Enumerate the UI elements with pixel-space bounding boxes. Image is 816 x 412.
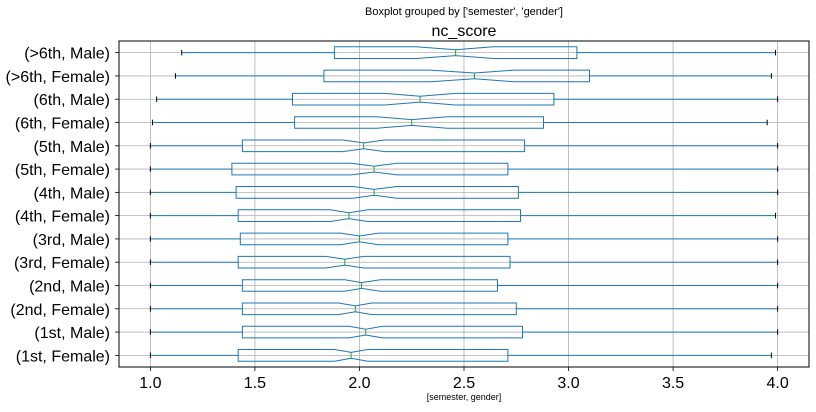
notched-box bbox=[241, 325, 523, 339]
box-group bbox=[181, 46, 777, 59]
figure-suptitle: Boxplot grouped by ['semester', 'gender'… bbox=[365, 6, 563, 18]
x-tick-label: 3.0 bbox=[557, 375, 579, 392]
x-tick-label: 1.5 bbox=[244, 375, 266, 392]
tick-layer: 1.0 1.5 2.0 2.5 3.0 3.5 4.0 (>6th, Male) (>6th, … bbox=[6, 46, 789, 392]
x-tick-label: 3.5 bbox=[662, 375, 684, 392]
y-tick-label: (1st, Male) bbox=[34, 325, 110, 342]
box-group bbox=[151, 116, 768, 129]
box-group bbox=[149, 325, 779, 339]
box-group bbox=[156, 92, 779, 106]
box-group bbox=[149, 186, 779, 199]
box-group bbox=[149, 279, 779, 292]
y-tick-label: (5th, Female) bbox=[15, 162, 110, 179]
box-group bbox=[149, 232, 779, 246]
x-tick-label: 2.0 bbox=[348, 375, 370, 392]
x-tick-label: 4.0 bbox=[767, 375, 789, 392]
box-group bbox=[149, 349, 772, 362]
notched-box bbox=[241, 279, 498, 292]
box-group bbox=[174, 69, 772, 83]
notched-box bbox=[231, 162, 509, 176]
notched-box bbox=[239, 232, 509, 246]
notched-box bbox=[237, 349, 509, 362]
y-tick-label: (>6th, Male) bbox=[24, 46, 110, 63]
y-tick-label: (2nd, Female) bbox=[10, 302, 110, 319]
y-tick-label: (6th, Male) bbox=[34, 92, 110, 109]
notched-box bbox=[294, 116, 544, 129]
grid-layer bbox=[119, 41, 809, 367]
y-tick-label: (>6th, Female) bbox=[6, 69, 110, 86]
x-tick-label: 1.0 bbox=[139, 375, 161, 392]
box-group bbox=[149, 302, 779, 316]
notched-box bbox=[333, 46, 578, 59]
y-tick-label: (1st, Female) bbox=[16, 348, 110, 365]
notched-box bbox=[235, 186, 519, 199]
notched-box bbox=[237, 255, 511, 269]
box-layer bbox=[149, 46, 779, 362]
y-tick-label: (4th, Male) bbox=[34, 185, 110, 202]
y-tick-label: (3rd, Female) bbox=[14, 255, 110, 272]
box-group bbox=[149, 162, 779, 176]
y-tick-label: (4th, Female) bbox=[15, 209, 110, 226]
notched-box bbox=[323, 69, 590, 83]
y-tick-label: (6th, Female) bbox=[15, 116, 110, 133]
x-tick-label: 2.5 bbox=[453, 375, 475, 392]
notched-box bbox=[237, 209, 521, 222]
box-group bbox=[149, 255, 779, 269]
notched-box bbox=[292, 92, 555, 106]
axes-title: nc_score bbox=[432, 23, 497, 40]
y-tick-label: (2nd, Male) bbox=[29, 279, 110, 296]
box-group bbox=[149, 209, 777, 222]
box-group bbox=[149, 139, 779, 153]
y-tick-label: (3rd, Male) bbox=[33, 232, 110, 249]
x-axis-label: [semester, gender] bbox=[427, 392, 502, 402]
notched-box bbox=[241, 139, 526, 153]
notched-box bbox=[241, 302, 517, 316]
y-tick-label: (5th, Male) bbox=[34, 139, 110, 156]
